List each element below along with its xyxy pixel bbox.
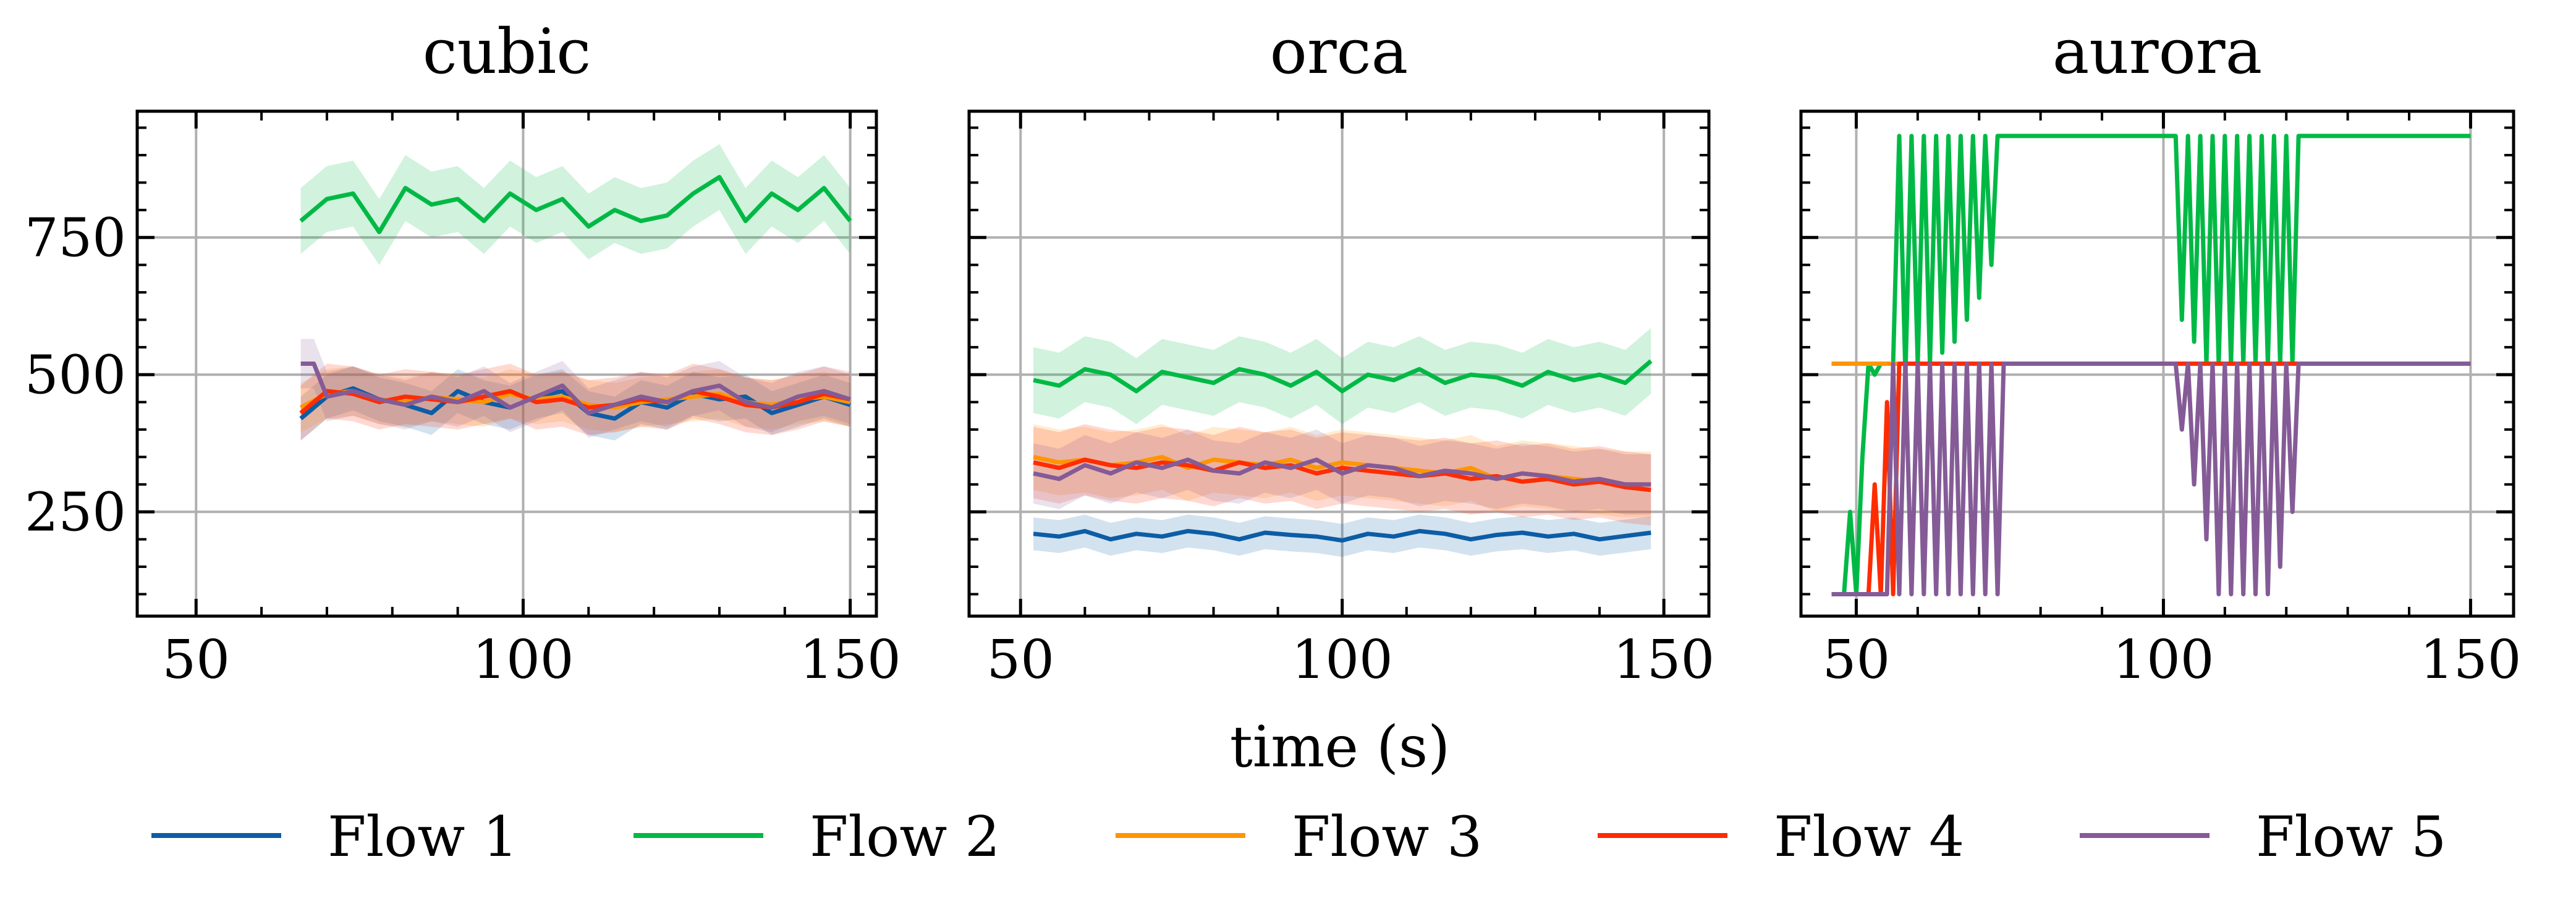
band-flow-1 <box>1033 514 1651 557</box>
legend-label: Flow 5 <box>2256 805 2446 870</box>
series-line-flow-1 <box>1033 528 1651 543</box>
subplot-title: orca <box>1270 15 1409 88</box>
x-tick-label: 150 <box>1613 629 1714 691</box>
x-tick-label: 50 <box>163 629 230 691</box>
x-tick-label: 50 <box>1823 629 1890 691</box>
legend-label: Flow 4 <box>1774 805 1964 870</box>
plot-area <box>1831 133 2471 596</box>
y-tick-label: 250 <box>25 481 126 543</box>
legend-label: Flow 3 <box>1292 805 1482 870</box>
x-tick-label: 150 <box>2420 629 2521 691</box>
plot-area <box>1033 328 1653 557</box>
band-flow-5 <box>300 339 850 438</box>
y-tick-label: 500 <box>25 344 126 406</box>
x-tick-label: 150 <box>800 629 901 691</box>
subplot-orca: orca 50 100 150 <box>967 15 1714 691</box>
legend-item-flow-5: Flow 5 <box>2080 805 2446 870</box>
series-line-flow-5 <box>1831 362 2471 596</box>
series-line-flow-5 <box>1033 457 1651 487</box>
legend-item-flow-2: Flow 2 <box>633 805 1000 870</box>
x-tick-label: 100 <box>472 629 574 691</box>
y-tick-label: 750 <box>25 207 126 269</box>
series-line-flow-2 <box>299 175 852 234</box>
legend-item-flow-1: Flow 1 <box>151 805 518 870</box>
series-line-flow-5 <box>300 362 851 415</box>
series-line-flow-2 <box>1033 359 1653 394</box>
legend-item-flow-4: Flow 4 <box>1598 805 1964 870</box>
x-tick-label: 100 <box>1292 629 1393 691</box>
subplot-cubic: cubic 50 100 150 250 500 750 <box>25 15 901 691</box>
legend-label: Flow 1 <box>328 805 518 870</box>
subplot-aurora: aurora 50 100 150 <box>1799 15 2522 691</box>
subplot-title: aurora <box>2053 15 2262 88</box>
axes-frame <box>1799 109 2515 618</box>
band-flow-3 <box>1033 424 1651 518</box>
band-flow-2 <box>1033 328 1651 425</box>
x-tick-label: 50 <box>987 629 1054 691</box>
legend: Flow 1 Flow 2 Flow 3 Flow 4 Flow 5 <box>151 805 2446 870</box>
band-flow-2 <box>300 144 850 265</box>
x-tick-label: 100 <box>2112 629 2214 691</box>
plot-area <box>299 144 852 441</box>
series-line-flow-4 <box>1033 457 1651 493</box>
axes-frame <box>135 109 878 618</box>
subplot-title: cubic <box>423 15 591 88</box>
legend-item-flow-3: Flow 3 <box>1116 805 1482 870</box>
x-axis-label: time (s) <box>1230 714 1450 780</box>
legend-label: Flow 2 <box>810 805 1000 870</box>
axes-frame <box>967 109 1711 618</box>
